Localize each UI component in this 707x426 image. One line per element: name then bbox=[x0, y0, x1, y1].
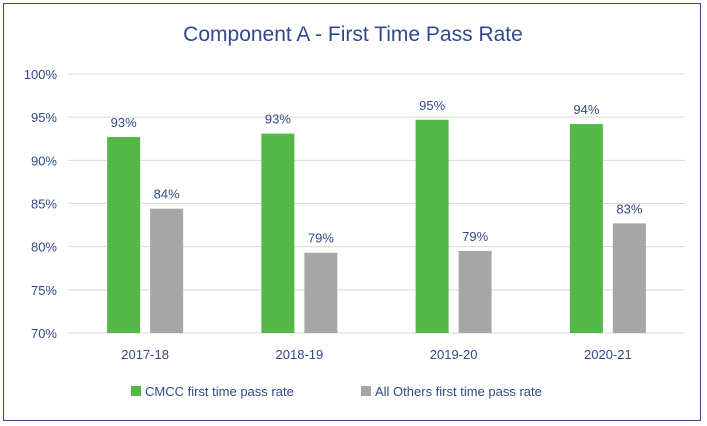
y-tick-label: 80% bbox=[31, 240, 57, 255]
y-tick-label: 70% bbox=[31, 326, 57, 341]
x-tick-label: 2017-18 bbox=[121, 347, 169, 362]
legend-swatch bbox=[361, 386, 371, 396]
y-tick-label: 100% bbox=[24, 67, 58, 82]
y-axis-ticks: 70% 75% 80% 85% 90% 95% 100% bbox=[24, 67, 58, 341]
bar-cmcc bbox=[261, 133, 295, 333]
data-label: 84% bbox=[154, 187, 180, 202]
data-labels: 93% 84% 93% 79% 95% 79% 94% 83% bbox=[111, 98, 643, 246]
data-label: 93% bbox=[265, 112, 291, 127]
bars bbox=[107, 119, 646, 333]
chart-title: Component A - First Time Pass Rate bbox=[183, 23, 523, 46]
y-tick-label: 95% bbox=[31, 110, 57, 125]
bar-cmcc bbox=[415, 119, 449, 333]
bar-others bbox=[304, 252, 338, 333]
bar-cmcc bbox=[107, 137, 141, 333]
bar-cmcc bbox=[569, 124, 603, 333]
x-tick-label: 2020-21 bbox=[584, 347, 632, 362]
legend-swatch bbox=[131, 386, 141, 396]
legend-label: CMCC first time pass rate bbox=[145, 384, 294, 399]
legend-label: All Others first time pass rate bbox=[375, 384, 542, 399]
bar-others bbox=[150, 208, 184, 333]
data-label: 95% bbox=[419, 98, 445, 113]
x-tick-label: 2019-20 bbox=[430, 347, 478, 362]
y-tick-label: 90% bbox=[31, 153, 57, 168]
data-label: 79% bbox=[308, 231, 334, 246]
data-label: 93% bbox=[111, 115, 137, 130]
y-tick-label: 75% bbox=[31, 283, 57, 298]
bar-others bbox=[612, 223, 646, 333]
x-tick-label: 2018-19 bbox=[276, 347, 324, 362]
x-axis-ticks: 2017-18 2018-19 2019-20 2020-21 bbox=[121, 347, 631, 362]
data-label: 79% bbox=[462, 229, 488, 244]
y-tick-label: 85% bbox=[31, 197, 57, 212]
legend: CMCC first time pass rate All Others firs… bbox=[131, 384, 542, 399]
data-label: 83% bbox=[616, 201, 642, 216]
bar-others bbox=[458, 250, 492, 333]
data-label: 94% bbox=[573, 102, 599, 117]
